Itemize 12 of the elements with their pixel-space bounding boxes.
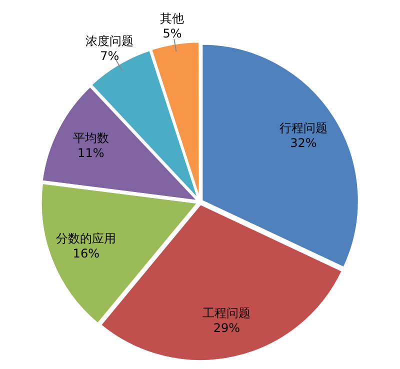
slice-label: 工程问题 bbox=[202, 306, 251, 320]
data-label: 29% bbox=[213, 321, 240, 336]
slice-label: 行程问题 bbox=[279, 121, 328, 136]
slice-label: 分数的应用 bbox=[56, 232, 116, 246]
data-label: 11% bbox=[78, 146, 104, 160]
slice-label: 其他 bbox=[160, 11, 184, 26]
data-label: 32% bbox=[290, 136, 317, 150]
slice-label: 浓度问题 bbox=[86, 34, 134, 48]
slice-label: 平均数 bbox=[72, 131, 109, 146]
data-label: 7% bbox=[100, 48, 120, 63]
data-label: 16% bbox=[72, 246, 100, 261]
data-label: 5% bbox=[162, 26, 182, 40]
